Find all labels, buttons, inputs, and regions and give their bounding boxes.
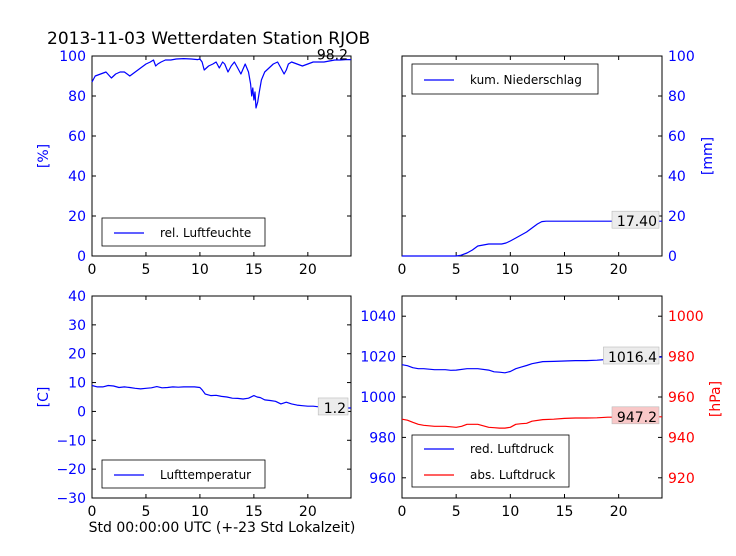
y-tick-label: 60 — [68, 129, 86, 145]
legend-box — [101, 459, 266, 489]
last-value-label: 947.2 — [617, 410, 657, 426]
y-axis-label: [mm] — [700, 137, 716, 175]
y-tick-label: 40 — [68, 289, 86, 305]
series-line-kum-niederschlag — [402, 220, 662, 257]
x-tick-label: 15 — [245, 262, 263, 278]
y-tick-label: 80 — [68, 89, 86, 105]
y-tick-label: 40 — [68, 169, 86, 185]
x-tick-label: 15 — [556, 262, 574, 278]
x-tick-label: 15 — [556, 504, 574, 520]
series-line-lufttemperatur — [91, 384, 351, 409]
y-right-axis-label: [hPa] — [708, 381, 724, 417]
y-axis-label: [C] — [36, 387, 52, 408]
x-tick-label: 0 — [398, 262, 407, 278]
legend-label: red. Luftdruck — [470, 442, 554, 456]
panel-humidity: 0 5 10 15 20 0 20 40 60 80 100 [%] rel. Luftfeuchte 9… — [36, 48, 352, 278]
legend-box — [411, 434, 570, 488]
x-tick-label: 20 — [610, 262, 628, 278]
x-tick-label: 5 — [452, 504, 461, 520]
y-axis-label: [%] — [36, 144, 52, 168]
y-tick-label: 1040 — [360, 309, 396, 325]
last-value-label: 1.2 — [324, 401, 346, 417]
last-value-label: 1016.4 — [608, 350, 657, 366]
y-tick-label: 60 — [668, 129, 686, 145]
y-tick-label: −20 — [56, 462, 86, 478]
legend-label: rel. Luftfeuchte — [160, 226, 251, 240]
figure-title: 2013-11-03 Wetterdaten Station RJOB — [47, 29, 370, 49]
x-tick-label: 0 — [398, 504, 407, 520]
plot-frame — [91, 55, 352, 257]
panel-precipitation: 0 5 10 15 20 0 20 40 60 80 100 [mm] kum. Niederschla… — [398, 49, 716, 278]
x-tick-label: 20 — [299, 262, 317, 278]
y-right-tick-label: 940 — [668, 430, 695, 446]
plot-frame — [91, 295, 352, 499]
x-tick-label: 10 — [501, 504, 519, 520]
series-line-rel-luftfeuchte — [91, 57, 351, 109]
last-value-box — [611, 406, 660, 425]
y-tick-label: −30 — [56, 491, 86, 507]
y-right-tick-label: 920 — [668, 471, 695, 487]
x-tick-label: 10 — [501, 262, 519, 278]
x-tick-label: 10 — [191, 262, 209, 278]
x-tick-label: 5 — [452, 262, 461, 278]
legend-label: Lufttemperatur — [160, 468, 251, 482]
x-tick-label: 0 — [88, 504, 97, 520]
panel-temperature: 0 5 10 15 20 −30 −20 −10 0 10 20 30 40 [C] Lufttempera… — [36, 289, 352, 520]
y-tick-label: 20 — [668, 209, 686, 225]
x-tick-label: 15 — [245, 504, 263, 520]
y-right-tick-label: 980 — [668, 350, 695, 366]
y-right-tick-label: 1000 — [668, 309, 704, 325]
last-value-box — [317, 397, 349, 416]
y-tick-label: 20 — [68, 347, 86, 363]
last-value-box — [603, 346, 660, 365]
last-value-label: 17.40 — [617, 214, 657, 230]
y-tick-label: 1020 — [360, 350, 396, 366]
legend-label: abs. Luftdruck — [470, 468, 555, 482]
x-tick-label: 0 — [88, 262, 97, 278]
y-tick-label: 0 — [77, 404, 86, 420]
x-tick-label: 5 — [141, 504, 150, 520]
y-tick-label: 30 — [68, 318, 86, 334]
y-tick-label: 1000 — [360, 390, 396, 406]
plot-frame — [401, 55, 663, 257]
last-value-box — [611, 210, 660, 229]
y-tick-label: 80 — [668, 89, 686, 105]
legend-box — [411, 63, 599, 95]
y-tick-label: 0 — [668, 249, 677, 265]
y-tick-label: 40 — [668, 169, 686, 185]
legend-box — [101, 217, 266, 247]
y-tick-label: −10 — [56, 433, 86, 449]
y-tick-label: 10 — [68, 376, 86, 392]
y-tick-label: 0 — [77, 249, 86, 265]
y-tick-label: 100 — [59, 49, 86, 65]
x-tick-label: 5 — [141, 262, 150, 278]
x-tick-label: 10 — [191, 504, 209, 520]
shared-x-axis-label: Std 00:00:00 UTC (+-23 Std Lokalzeit) — [89, 520, 356, 536]
y-tick-label: 20 — [68, 209, 86, 225]
y-tick-label: 100 — [668, 49, 695, 65]
last-value-label: 98.2 — [317, 48, 348, 64]
x-tick-label: 20 — [610, 504, 628, 520]
y-right-tick-label: 960 — [668, 390, 695, 406]
y-tick-label: 980 — [369, 430, 396, 446]
series-line-abs-luftdruck — [401, 416, 662, 429]
panel-pressure: 0 5 10 15 20 960 980 1000 1020 1040 920 940 960 980 10… — [360, 295, 724, 520]
legend-label: kum. Niederschlag — [470, 73, 582, 87]
y-tick-label: 960 — [369, 471, 396, 487]
x-tick-label: 20 — [299, 504, 317, 520]
